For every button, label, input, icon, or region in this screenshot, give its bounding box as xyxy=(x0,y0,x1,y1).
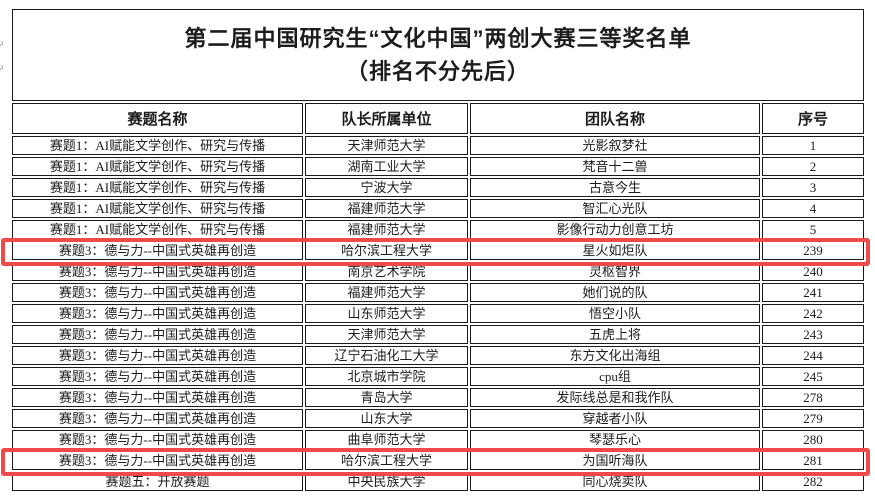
table-row: 赛题3：德与力--中国式英雄再创造 曲阜师范大学 琴瑟乐心 280 xyxy=(12,430,865,449)
cell-no: 240 xyxy=(762,262,865,281)
cell-topic: 赛题1：AI赋能文学创作、研究与传播 xyxy=(12,136,303,155)
scan-artifact: ↵ xyxy=(0,62,8,77)
cell-team: 智汇心光队 xyxy=(470,199,760,218)
title-row: 第二届中国研究生“文化中国”两创大赛三等奖名单 （排名不分先后） xyxy=(12,9,865,101)
cell-topic: 赛题1：AI赋能文学创作、研究与传播 xyxy=(12,178,303,197)
cell-no: 280 xyxy=(762,430,865,449)
page-title: 第二届中国研究生“文化中国”两创大赛三等奖名单 （排名不分先后） xyxy=(12,9,865,101)
cell-topic: 赛题3：德与力--中国式英雄再创造 xyxy=(12,283,303,302)
cell-topic: 赛题3：德与力--中国式英雄再创造 xyxy=(12,346,303,365)
cell-team: 光影叙梦社 xyxy=(470,136,760,155)
cell-unit: 山东大学 xyxy=(305,409,468,428)
cell-topic: 赛题3：德与力--中国式英雄再创造 xyxy=(12,388,303,407)
column-header-team: 团队名称 xyxy=(470,103,760,134)
cell-team: 梵音十二兽 xyxy=(470,157,760,176)
cell-unit: 辽宁石油化工大学 xyxy=(305,346,468,365)
scan-artifact: ↵ xyxy=(0,38,8,53)
cell-no: 2 xyxy=(762,157,865,176)
cell-no: 278 xyxy=(762,388,865,407)
cell-unit: 天津师范大学 xyxy=(305,136,468,155)
cell-topic: 赛题3：德与力--中国式英雄再创造 xyxy=(12,367,303,386)
cell-team: 五虎上将 xyxy=(470,325,760,344)
cell-team: 琴瑟乐心 xyxy=(470,430,760,449)
cell-team: 星火如炬队 xyxy=(470,241,760,260)
cell-unit: 青岛大学 xyxy=(305,388,468,407)
cell-topic: 赛题1：AI赋能文学创作、研究与传播 xyxy=(12,157,303,176)
cell-no: 281 xyxy=(762,451,865,470)
cell-team: 同心烧卖队 xyxy=(470,472,760,491)
cell-team: 东方文化出海组 xyxy=(470,346,760,365)
cell-no: 4 xyxy=(762,199,865,218)
cell-unit: 宁波大学 xyxy=(305,178,468,197)
cell-unit: 山东师范大学 xyxy=(305,304,468,323)
cell-team: 灵枢智界 xyxy=(470,262,760,281)
table-row: 赛题3：德与力--中国式英雄再创造 哈尔滨工程大学 为国听海队 281 xyxy=(12,451,865,470)
cell-topic: 赛题1：AI赋能文学创作、研究与传播 xyxy=(12,199,303,218)
cell-no: 3 xyxy=(762,178,865,197)
table-row: 赛题3：德与力--中国式英雄再创造 北京城市学院 cpu组 245 xyxy=(12,367,865,386)
cell-unit: 天津师范大学 xyxy=(305,325,468,344)
cell-unit: 福建师范大学 xyxy=(305,199,468,218)
cell-team: 古意今生 xyxy=(470,178,760,197)
table-row: 赛题五：开放赛题 中央民族大学 同心烧卖队 282 xyxy=(12,472,865,491)
column-header-topic: 赛题名称 xyxy=(12,103,303,134)
cell-no: 245 xyxy=(762,367,865,386)
cell-team: 发际线总是和我作队 xyxy=(470,388,760,407)
cell-unit: 哈尔滨工程大学 xyxy=(305,241,468,260)
table-row: 赛题3：德与力--中国式英雄再创造 青岛大学 发际线总是和我作队 278 xyxy=(12,388,865,407)
cell-team: 穿越者小队 xyxy=(470,409,760,428)
cell-topic: 赛题3：德与力--中国式英雄再创造 xyxy=(12,430,303,449)
cell-unit: 湖南工业大学 xyxy=(305,157,468,176)
table-row: 赛题3：德与力--中国式英雄再创造 南京艺术学院 灵枢智界 240 xyxy=(12,262,865,281)
cell-team: 为国听海队 xyxy=(470,451,760,470)
cell-no: 242 xyxy=(762,304,865,323)
cell-no: 239 xyxy=(762,241,865,260)
cell-topic: 赛题3：德与力--中国式英雄再创造 xyxy=(12,325,303,344)
cell-topic: 赛题1：AI赋能文学创作、研究与传播 xyxy=(12,220,303,239)
table-row: 赛题3：德与力--中国式英雄再创造 辽宁石油化工大学 东方文化出海组 244 xyxy=(12,346,865,365)
header-row: 赛题名称 队长所属单位 团队名称 序号 xyxy=(12,103,865,134)
table-row: 赛题3：德与力--中国式英雄再创造 天津师范大学 五虎上将 243 xyxy=(12,325,865,344)
table-row: 赛题1：AI赋能文学创作、研究与传播 湖南工业大学 梵音十二兽 2 xyxy=(12,157,865,176)
award-table: 第二届中国研究生“文化中国”两创大赛三等奖名单 （排名不分先后） 赛题名称 队长… xyxy=(10,7,867,493)
cell-unit: 北京城市学院 xyxy=(305,367,468,386)
column-header-no: 序号 xyxy=(762,103,865,134)
cell-unit: 南京艺术学院 xyxy=(305,262,468,281)
table-row: 赛题1：AI赋能文学创作、研究与传播 福建师范大学 智汇心光队 4 xyxy=(12,199,865,218)
cell-unit: 福建师范大学 xyxy=(305,283,468,302)
cell-unit: 曲阜师范大学 xyxy=(305,430,468,449)
cell-team: 影像行动力创意工坊 xyxy=(470,220,760,239)
cell-topic: 赛题3：德与力--中国式英雄再创造 xyxy=(12,451,303,470)
cell-team: cpu组 xyxy=(470,367,760,386)
cell-topic: 赛题五：开放赛题 xyxy=(12,472,303,491)
table-row: 赛题3：德与力--中国式英雄再创造 山东师范大学 悟空小队 242 xyxy=(12,304,865,323)
cell-topic: 赛题3：德与力--中国式英雄再创造 xyxy=(12,304,303,323)
cell-team: 悟空小队 xyxy=(470,304,760,323)
cell-no: 244 xyxy=(762,346,865,365)
cell-topic: 赛题3：德与力--中国式英雄再创造 xyxy=(12,241,303,260)
cell-no: 279 xyxy=(762,409,865,428)
cell-no: 241 xyxy=(762,283,865,302)
table-row: 赛题3：德与力--中国式英雄再创造 哈尔滨工程大学 星火如炬队 239 xyxy=(12,241,865,260)
title-line-2: （排名不分先后） xyxy=(346,59,531,84)
table-row: 赛题1：AI赋能文学创作、研究与传播 宁波大学 古意今生 3 xyxy=(12,178,865,197)
cell-no: 243 xyxy=(762,325,865,344)
cell-team: 她们说的队 xyxy=(470,283,760,302)
cell-topic: 赛题3：德与力--中国式英雄再创造 xyxy=(12,262,303,281)
award-table-body: 赛题1：AI赋能文学创作、研究与传播 天津师范大学 光影叙梦社 1 赛题1：AI… xyxy=(12,136,865,491)
table-row: 赛题1：AI赋能文学创作、研究与传播 福建师范大学 影像行动力创意工坊 5 xyxy=(12,220,865,239)
column-header-unit: 队长所属单位 xyxy=(305,103,468,134)
cell-no: 282 xyxy=(762,472,865,491)
cell-topic: 赛题3：德与力--中国式英雄再创造 xyxy=(12,409,303,428)
table-row: 赛题3：德与力--中国式英雄再创造 山东大学 穿越者小队 279 xyxy=(12,409,865,428)
table-row: 赛题1：AI赋能文学创作、研究与传播 天津师范大学 光影叙梦社 1 xyxy=(12,136,865,155)
table-row: 赛题3：德与力--中国式英雄再创造 福建师范大学 她们说的队 241 xyxy=(12,283,865,302)
cell-unit: 福建师范大学 xyxy=(305,220,468,239)
cell-no: 5 xyxy=(762,220,865,239)
title-line-1: 第二届中国研究生“文化中国”两创大赛三等奖名单 xyxy=(184,26,692,51)
cell-unit: 哈尔滨工程大学 xyxy=(305,451,468,470)
cell-unit: 中央民族大学 xyxy=(305,472,468,491)
cell-no: 1 xyxy=(762,136,865,155)
